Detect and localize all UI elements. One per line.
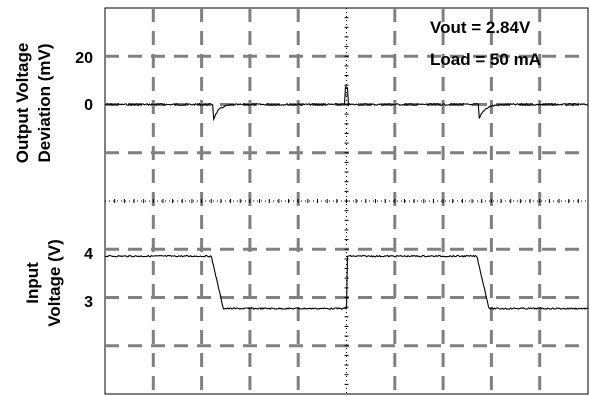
input-voltage-trace bbox=[104, 254, 589, 311]
output-deviation-trace bbox=[104, 86, 589, 122]
lower-ylabel-line-2: Voltage (V) bbox=[45, 239, 64, 327]
upper-tick-20: 20 bbox=[75, 50, 93, 67]
upper-ylabel-line-2: Deviation (mV) bbox=[35, 43, 54, 162]
lower-ylabel-line-1: Input bbox=[23, 262, 42, 304]
lower-tick-4: 4 bbox=[84, 246, 93, 263]
traces bbox=[104, 86, 589, 311]
annotation-load: Load = 50 mA bbox=[430, 50, 541, 69]
annotation-vout: Vout = 2.84V bbox=[430, 18, 531, 37]
center-axis-ticks bbox=[104, 7, 589, 395]
upper-tick-0: 0 bbox=[84, 97, 93, 114]
lower-tick-3: 3 bbox=[84, 294, 93, 311]
upper-ylabel-line-1: Output Voltage bbox=[13, 43, 32, 164]
